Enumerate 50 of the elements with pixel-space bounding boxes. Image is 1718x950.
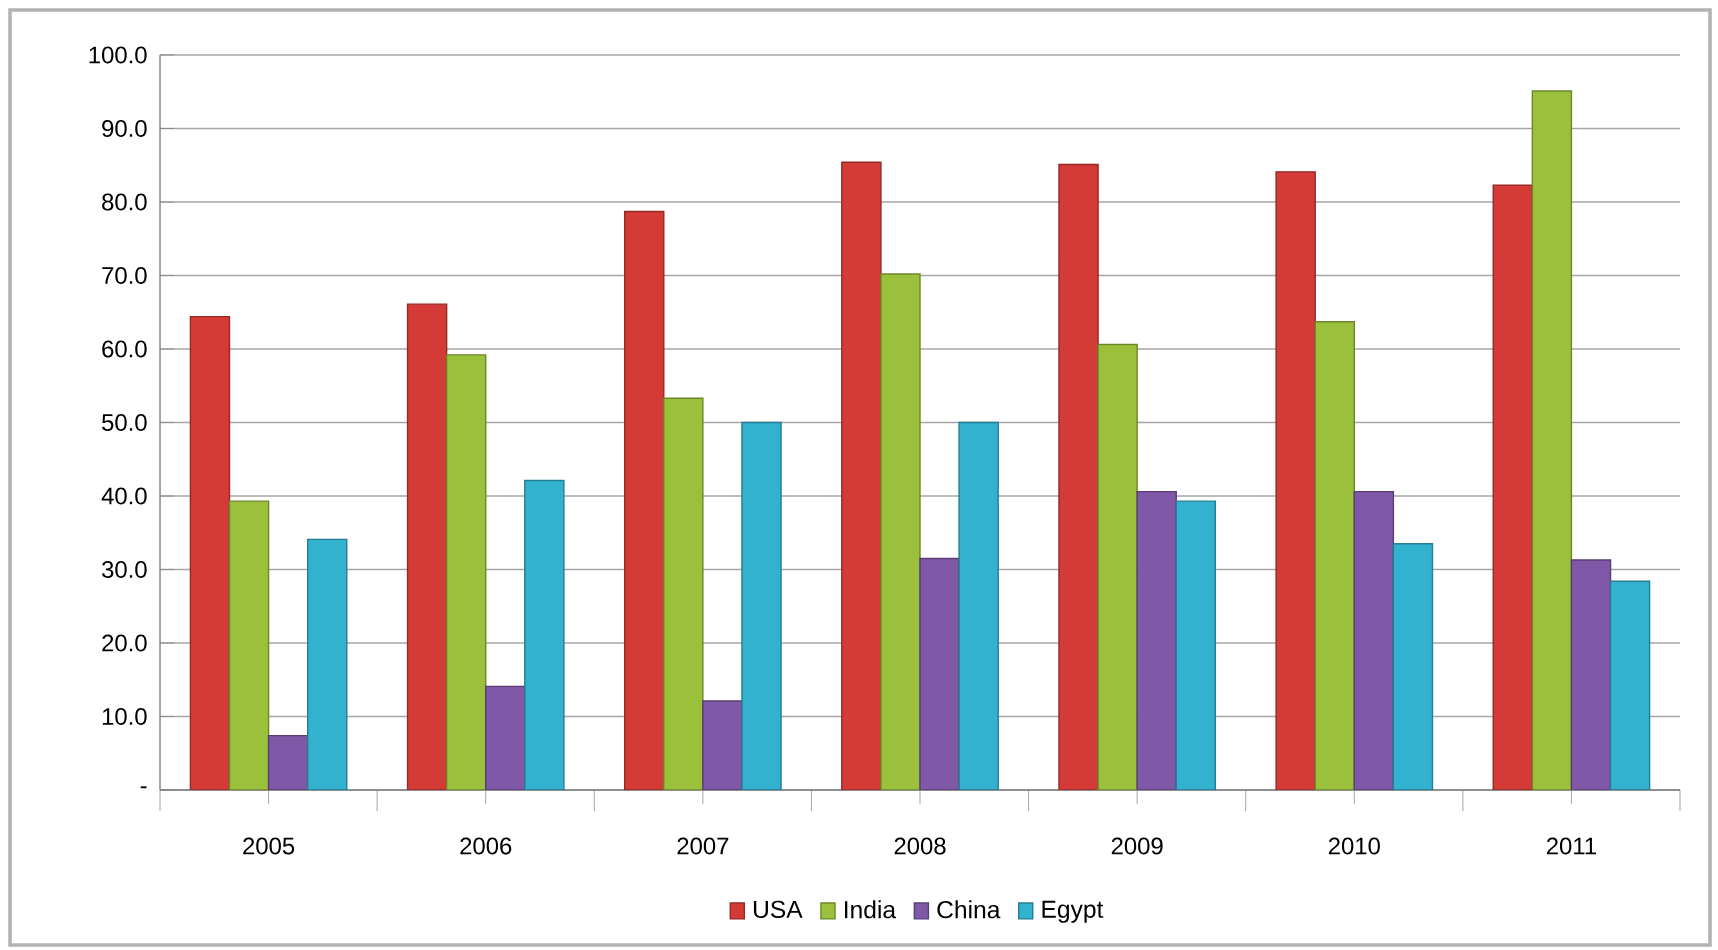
legend-label: USA xyxy=(753,900,803,919)
bar xyxy=(663,397,704,790)
legend-label: Egypt xyxy=(1042,900,1104,923)
x-tick-label: 2010 xyxy=(1328,837,1380,855)
bar xyxy=(1392,543,1434,790)
bar xyxy=(1136,490,1177,790)
bar xyxy=(958,421,999,790)
bar xyxy=(485,685,526,790)
bar xyxy=(267,734,309,790)
y-tick-label: 40.0 xyxy=(101,487,147,505)
y-tick-label: 80.0 xyxy=(102,193,147,211)
x-tick-label: 2009 xyxy=(1111,837,1163,855)
bar xyxy=(1531,90,1573,790)
bar xyxy=(524,479,565,790)
y-tick-label: 50.0 xyxy=(102,414,147,431)
y-tick-label: 100.0 xyxy=(89,46,147,64)
bar xyxy=(1492,184,1534,790)
bar xyxy=(841,161,882,790)
bar xyxy=(189,315,231,790)
bar xyxy=(1097,343,1138,790)
bar xyxy=(406,303,448,790)
x-tick-label: 2008 xyxy=(894,837,946,855)
bar xyxy=(228,500,270,790)
x-tick-label: 2005 xyxy=(243,837,295,855)
y-tick-label: 60.0 xyxy=(102,340,147,358)
y-tick-label: 10.0 xyxy=(102,708,147,725)
bar xyxy=(702,700,743,790)
legend-label: India xyxy=(844,900,897,919)
bar xyxy=(623,210,665,790)
bar xyxy=(1058,163,1099,790)
bar xyxy=(1275,171,1316,790)
bar xyxy=(445,354,487,790)
x-tick-label: 2007 xyxy=(677,837,729,855)
y-tick-label: 90.0 xyxy=(102,120,147,137)
bar xyxy=(919,557,960,790)
bar xyxy=(1175,500,1217,790)
bar xyxy=(1570,559,1612,790)
bar xyxy=(1609,580,1651,790)
y-tick-label: 70.0 xyxy=(102,267,147,284)
bar xyxy=(306,538,348,790)
y-tick-label: 20.0 xyxy=(102,634,147,652)
x-tick-label: 2011 xyxy=(1546,837,1596,855)
x-tick-label: 2006 xyxy=(460,837,512,855)
y-tick-label: 30.0 xyxy=(102,561,147,578)
y-tick-label: - xyxy=(140,786,147,789)
legend-label: China xyxy=(937,900,1001,919)
bar xyxy=(741,421,782,790)
bar xyxy=(880,273,921,790)
bar xyxy=(1314,321,1355,790)
bar xyxy=(1353,490,1395,790)
